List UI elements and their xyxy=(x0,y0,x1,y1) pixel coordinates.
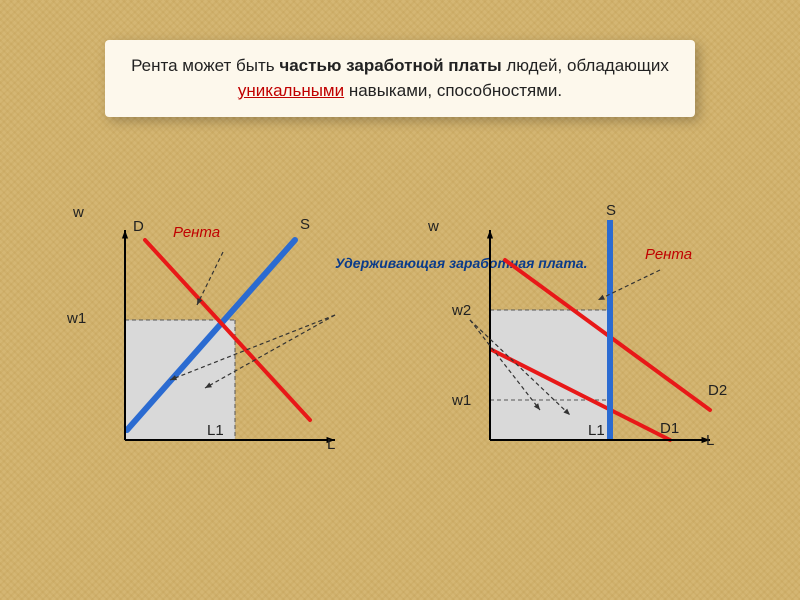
label-renta-2: Рента xyxy=(645,246,692,263)
axis-w: w xyxy=(73,204,84,221)
axis-L-2: L xyxy=(706,432,714,449)
label-S: S xyxy=(300,216,310,233)
title-bold: частью заработной платы xyxy=(279,56,501,75)
title-card: Рента может быть частью заработной платы… xyxy=(105,40,695,117)
label-D: D xyxy=(133,218,144,235)
label-S-2: S xyxy=(606,202,616,219)
chart-left-svg xyxy=(95,210,355,470)
label-w1-2: w1 xyxy=(452,392,471,409)
label-w2: w2 xyxy=(452,302,471,319)
title-post: навыками, способностями. xyxy=(344,81,562,100)
axis-L: L xyxy=(327,436,335,453)
label-w1: w1 xyxy=(67,310,86,327)
title-mid: людей, обладающих xyxy=(502,56,669,75)
label-renta: Рента xyxy=(173,224,220,241)
chart-left: wDSРентаw1L1L xyxy=(95,210,355,470)
label-D2: D2 xyxy=(708,382,727,399)
title-unique: уникальными xyxy=(238,81,344,100)
renta-arrow xyxy=(197,252,223,305)
label-L1: L1 xyxy=(207,422,224,439)
title-pre: Рента может быть xyxy=(131,56,279,75)
axis-w-2: w xyxy=(428,218,439,235)
label-L1-2: L1 xyxy=(588,422,605,439)
label-D1: D1 xyxy=(660,420,679,437)
chart-right: wSРентаw2w1D1D2L1L xyxy=(450,210,730,470)
